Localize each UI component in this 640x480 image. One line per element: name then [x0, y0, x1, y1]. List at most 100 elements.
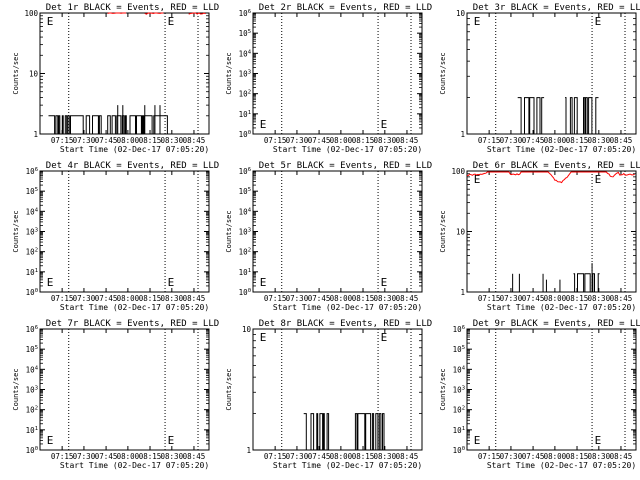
y-tick-label: 102	[26, 406, 38, 415]
event-marker: E	[474, 434, 481, 447]
lld-series	[466, 171, 635, 184]
x-tick-label: 08:45	[396, 294, 419, 303]
event-marker: E	[260, 118, 267, 131]
y-axis-label: Counts/sec	[225, 368, 233, 410]
y-tick-label: 104	[239, 49, 252, 58]
y-tick-label: 100	[24, 9, 38, 18]
x-axis-label: Start Time (02-Dec-17 07:05:20)	[487, 303, 636, 312]
x-tick-label: 08:30	[588, 136, 611, 145]
x-tick-label: 07:15	[264, 294, 287, 303]
x-tick-label: 07:45	[522, 452, 545, 461]
x-tick-label: 07:15	[51, 452, 74, 461]
y-tick-label: 100	[26, 446, 38, 455]
event-marker: E	[47, 276, 54, 289]
x-tick-label: 08:30	[374, 452, 397, 461]
x-tick-label: 07:15	[478, 294, 501, 303]
x-axis-label: Start Time (02-Dec-17 07:05:20)	[273, 461, 422, 470]
x-tick-label: 07:45	[95, 294, 118, 303]
y-tick-label: 1	[246, 446, 251, 455]
x-tick-label: 07:45	[522, 136, 545, 145]
event-marker: E	[168, 15, 175, 28]
plot-frame	[39, 328, 210, 451]
x-tick-label: 08:30	[161, 452, 184, 461]
event-marker: E	[47, 15, 54, 28]
x-tick-label: 08:45	[610, 136, 633, 145]
y-tick-label: 100	[239, 130, 251, 139]
events-series	[48, 115, 169, 135]
y-tick-label: 101	[239, 268, 251, 277]
panel-title: Det 2r BLACK = Events, RED = LLD	[259, 3, 432, 13]
x-tick-label: 07:30	[500, 136, 523, 145]
x-tick-label: 08:30	[374, 136, 397, 145]
x-tick-label: 08:15	[566, 452, 589, 461]
plot-frame	[466, 12, 637, 135]
x-tick-label: 08:15	[139, 294, 162, 303]
y-tick-label: 100	[451, 167, 465, 176]
x-tick-label: 08:30	[588, 294, 611, 303]
y-tick-label: 103	[453, 386, 465, 395]
y-tick-label: 104	[453, 365, 466, 374]
y-tick-label: 105	[239, 187, 251, 196]
x-tick-label: 08:00	[117, 452, 140, 461]
x-tick-label: 08:45	[183, 136, 206, 145]
x-tick-label: 07:45	[308, 452, 331, 461]
events-series-a	[303, 413, 331, 451]
x-axis-label: Start Time (02-Dec-17 07:05:20)	[487, 461, 636, 470]
y-tick-label: 10	[242, 325, 252, 334]
y-tick-label: 104	[239, 207, 252, 216]
x-tick-label: 08:15	[352, 452, 375, 461]
y-tick-label: 102	[453, 406, 465, 415]
event-marker: E	[168, 276, 175, 289]
x-tick-label: 08:15	[566, 294, 589, 303]
y-tick-label: 104	[26, 207, 39, 216]
events-series	[573, 273, 600, 293]
y-tick-label: 106	[26, 167, 38, 176]
y-tick-label: 103	[239, 228, 251, 237]
y-tick-label: 106	[453, 325, 465, 334]
y-tick-label: 103	[239, 70, 251, 79]
plot-frame	[252, 12, 423, 135]
panel-title: Det 3r BLACK = Events, RED = LLD	[473, 3, 640, 13]
y-tick-label: 1	[33, 130, 38, 139]
y-tick-label: 10	[29, 70, 39, 79]
x-tick-label: 08:45	[396, 136, 419, 145]
y-tick-label: 106	[239, 167, 251, 176]
x-tick-label: 07:15	[51, 294, 74, 303]
y-tick-label: 10	[456, 228, 466, 237]
y-axis-label: Counts/sec	[439, 52, 447, 94]
y-tick-label: 100	[239, 288, 251, 297]
x-tick-label: 08:00	[544, 452, 567, 461]
event-marker: E	[47, 434, 54, 447]
x-tick-label: 07:30	[73, 136, 96, 145]
x-axis-label: Start Time (02-Dec-17 07:05:20)	[60, 461, 209, 470]
x-axis-label: Start Time (02-Dec-17 07:05:20)	[60, 303, 209, 312]
y-tick-label: 102	[239, 248, 251, 257]
events-series-b	[351, 413, 385, 451]
event-marker: E	[168, 434, 175, 447]
plot-frame	[252, 328, 423, 451]
x-tick-label: 07:15	[51, 136, 74, 145]
x-tick-label: 08:45	[396, 452, 419, 461]
plot-frame	[466, 328, 637, 451]
x-tick-label: 07:45	[308, 294, 331, 303]
plot-frame	[39, 170, 210, 293]
event-marker: E	[595, 173, 602, 186]
x-tick-label: 07:30	[286, 136, 309, 145]
y-axis-label: Counts/sec	[12, 52, 20, 94]
y-tick-label: 1	[460, 288, 465, 297]
y-tick-label: 102	[26, 248, 38, 257]
event-marker: E	[381, 118, 388, 131]
x-tick-label: 08:45	[183, 452, 206, 461]
event-marker: E	[381, 331, 388, 344]
y-tick-label: 100	[453, 446, 465, 455]
panel-title: Det 6r BLACK = Events, RED = LLD	[473, 161, 640, 171]
event-marker: E	[474, 15, 481, 28]
